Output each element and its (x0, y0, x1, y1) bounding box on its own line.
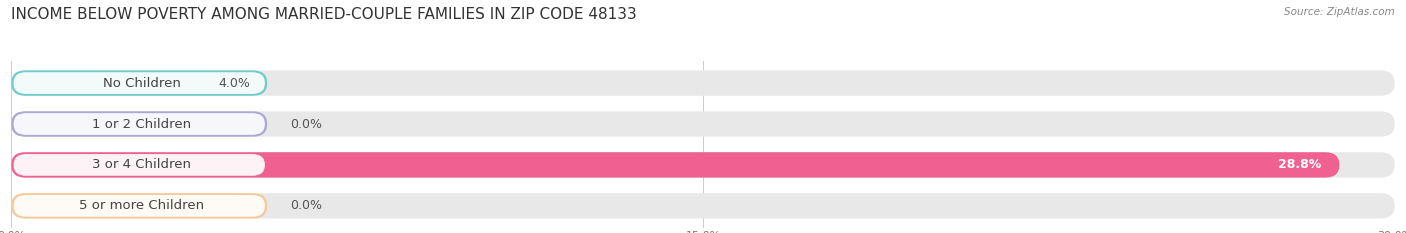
FancyBboxPatch shape (14, 72, 264, 94)
Text: INCOME BELOW POVERTY AMONG MARRIED-COUPLE FAMILIES IN ZIP CODE 48133: INCOME BELOW POVERTY AMONG MARRIED-COUPL… (11, 7, 637, 22)
FancyBboxPatch shape (14, 154, 264, 176)
FancyBboxPatch shape (11, 193, 1395, 219)
Text: 4.0%: 4.0% (219, 77, 250, 89)
FancyBboxPatch shape (11, 152, 1395, 178)
FancyBboxPatch shape (14, 195, 264, 217)
Text: Source: ZipAtlas.com: Source: ZipAtlas.com (1284, 7, 1395, 17)
Text: 0.0%: 0.0% (290, 199, 322, 212)
Text: 0.0%: 0.0% (290, 117, 322, 130)
FancyBboxPatch shape (11, 152, 1340, 178)
FancyBboxPatch shape (11, 193, 267, 219)
Text: 28.8%: 28.8% (1278, 158, 1322, 171)
FancyBboxPatch shape (11, 70, 267, 96)
FancyBboxPatch shape (14, 113, 264, 135)
FancyBboxPatch shape (11, 70, 1395, 96)
FancyBboxPatch shape (11, 111, 267, 137)
FancyBboxPatch shape (11, 111, 1395, 137)
Text: No Children: No Children (103, 77, 180, 89)
Text: 1 or 2 Children: 1 or 2 Children (91, 117, 191, 130)
Text: 5 or more Children: 5 or more Children (79, 199, 204, 212)
Text: 3 or 4 Children: 3 or 4 Children (91, 158, 191, 171)
